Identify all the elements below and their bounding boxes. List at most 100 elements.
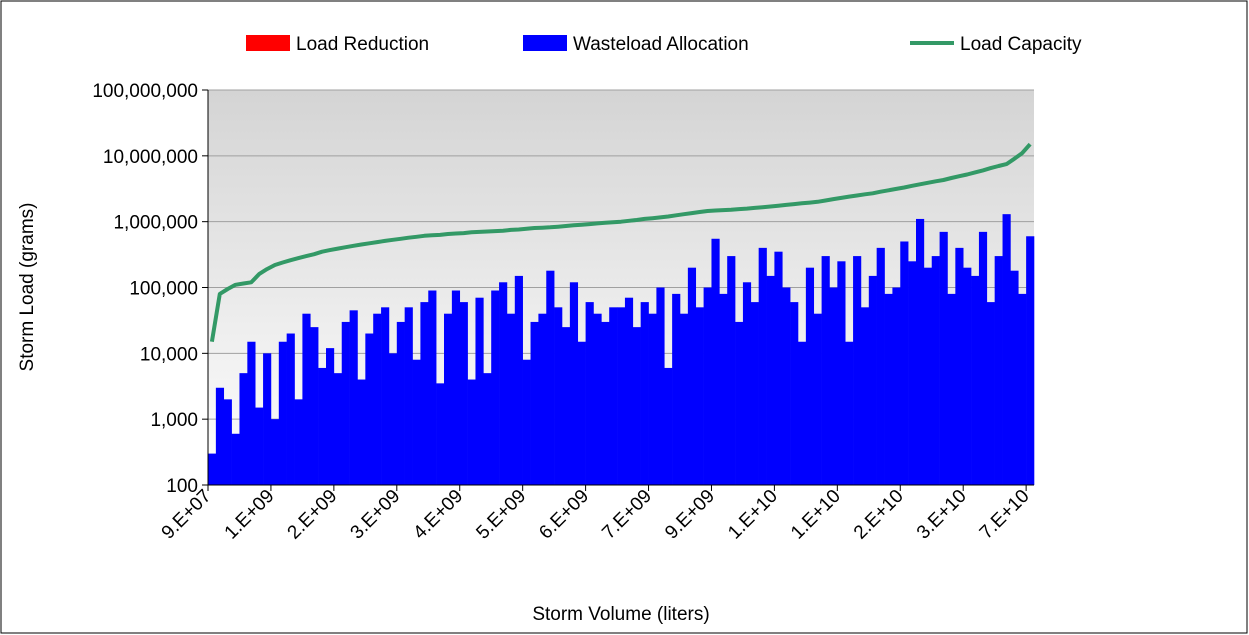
bar <box>798 341 807 485</box>
bar <box>947 293 956 485</box>
bar <box>900 241 909 485</box>
bar <box>436 383 445 485</box>
bar <box>632 327 641 485</box>
y-tick-label: 10,000,000 <box>103 147 198 168</box>
bar <box>215 387 225 485</box>
bar <box>853 256 862 485</box>
bar <box>727 256 736 485</box>
bar <box>986 302 995 485</box>
x-axis-label: Storm Volume (liters) <box>532 604 709 625</box>
legend-label: Wasteload Allocation <box>573 34 749 55</box>
bar <box>404 307 413 485</box>
bar <box>546 270 555 485</box>
bar <box>656 287 665 485</box>
bar <box>349 310 358 485</box>
bar <box>790 302 799 485</box>
bar <box>884 293 893 485</box>
bar <box>916 218 925 485</box>
bar <box>444 313 453 485</box>
bar <box>876 247 885 485</box>
bar <box>451 290 461 485</box>
bar <box>1026 236 1035 485</box>
legend-label: Load Reduction <box>296 34 429 55</box>
bar <box>868 275 877 485</box>
bar <box>278 341 287 485</box>
bar <box>994 256 1003 485</box>
bar <box>538 313 547 485</box>
bar <box>601 321 610 485</box>
bar <box>742 282 752 485</box>
y-tick-label: 10,000 <box>140 344 198 365</box>
bar <box>837 261 846 485</box>
bar <box>302 313 311 485</box>
bar <box>923 267 933 485</box>
line <box>209 142 1032 343</box>
bar <box>892 287 901 485</box>
bar <box>247 341 256 485</box>
bar <box>931 256 940 485</box>
bar <box>208 453 217 485</box>
bar <box>680 313 689 485</box>
bar <box>420 302 429 485</box>
bar <box>821 256 830 485</box>
bar <box>318 367 327 485</box>
bar <box>396 321 405 485</box>
bar <box>381 307 390 485</box>
bar <box>703 287 712 485</box>
bar <box>766 275 775 485</box>
bar <box>664 367 673 485</box>
bar <box>569 282 579 485</box>
bar <box>357 379 366 485</box>
bar <box>939 231 948 485</box>
bar <box>782 287 791 485</box>
bar <box>310 327 319 485</box>
bar <box>341 321 350 485</box>
bar <box>687 267 697 485</box>
y-axis-label: Storm Load (grams) <box>17 203 38 372</box>
bar <box>499 282 508 485</box>
bar <box>577 341 586 485</box>
legend-swatch <box>246 35 290 51</box>
bar <box>294 399 303 485</box>
bar <box>758 247 767 485</box>
bar <box>326 348 335 485</box>
bar <box>640 302 649 485</box>
bar <box>860 307 870 485</box>
bar <box>908 261 917 485</box>
bar <box>719 293 728 485</box>
bar <box>845 341 854 485</box>
y-tick-label: 100,000 <box>129 279 198 300</box>
bar <box>388 353 398 485</box>
legend-swatch <box>523 35 567 51</box>
bar <box>593 313 602 485</box>
bar <box>735 321 744 485</box>
bar <box>333 373 343 485</box>
bar <box>1002 214 1011 485</box>
bar <box>459 302 468 485</box>
bar <box>483 373 492 485</box>
bar <box>231 433 240 485</box>
bar <box>750 302 759 485</box>
bar <box>711 238 720 485</box>
bar <box>805 267 815 485</box>
bar <box>955 247 964 485</box>
bar <box>428 290 437 485</box>
bar <box>530 321 539 485</box>
bar <box>829 287 838 485</box>
bar <box>695 307 704 485</box>
bar <box>412 359 421 485</box>
bar <box>475 297 484 485</box>
bar <box>813 313 822 485</box>
y-tick-label: 100,000,000 <box>92 81 198 102</box>
bar <box>554 307 563 485</box>
bar <box>270 419 280 485</box>
bar <box>467 379 476 485</box>
bar <box>978 231 988 485</box>
bar <box>648 313 657 485</box>
bar <box>1018 293 1027 485</box>
legend-label: Load Capacity <box>960 34 1082 55</box>
bar <box>239 373 248 485</box>
bar <box>562 327 571 485</box>
y-tick-label: 100 <box>166 476 198 497</box>
